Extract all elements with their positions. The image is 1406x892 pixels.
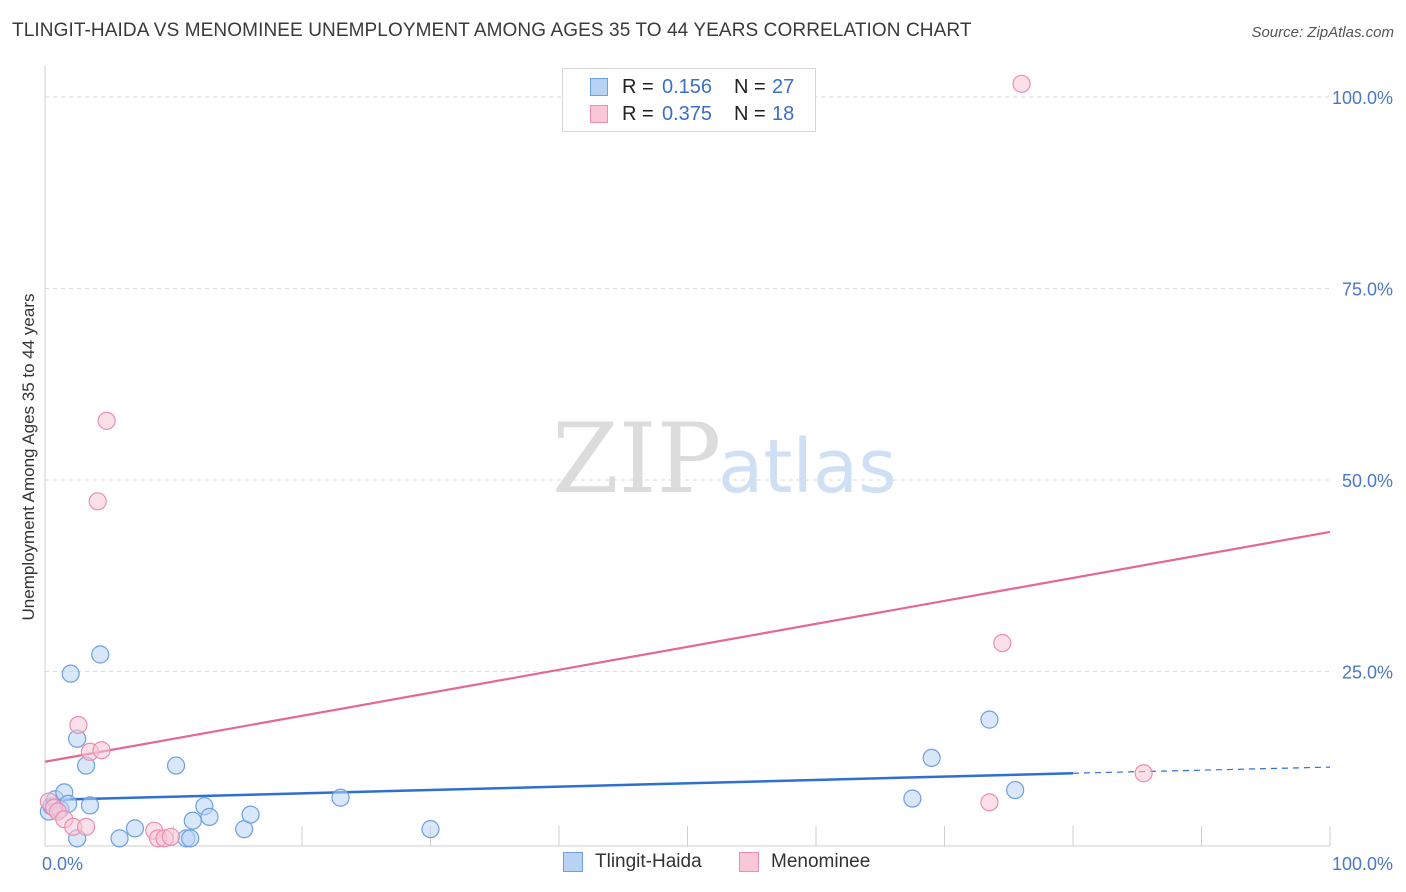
gridlines	[45, 96, 1330, 672]
menominee-point	[980, 793, 999, 812]
legend-n-value: 27	[772, 75, 795, 98]
menominee-point	[1012, 74, 1031, 93]
tlingit-point	[125, 819, 145, 838]
menominee-point	[97, 411, 116, 430]
legend-label-menominee: Menominee	[771, 851, 871, 872]
tlingit-point	[91, 645, 110, 664]
tlingit-point	[166, 756, 186, 775]
source-label: Source: ZipAtlas.com	[1251, 24, 1394, 41]
correlation-legend: R = 0.156 N = 27 R = 0.375 N = 18	[562, 68, 816, 132]
y-tick-label: 100.0%	[1332, 88, 1393, 108]
menominee-point	[77, 817, 96, 836]
tlingit-point	[331, 788, 350, 807]
menominee-trend-line	[44, 530, 1331, 763]
y-tick-label: 50.0%	[1342, 471, 1393, 491]
menominee-point	[161, 827, 181, 846]
watermark-atlas: atlas	[718, 424, 897, 510]
legend-row-menominee: R = 0.375 N = 18	[563, 101, 794, 127]
menominee-point	[88, 492, 107, 511]
legend-label-tlingit: Tlingit-Haida	[595, 851, 702, 872]
legend-r-label: R =	[622, 75, 654, 98]
watermark-zip: ZIP	[552, 403, 721, 515]
data-points	[39, 74, 1153, 848]
x-tick-label: 0.0%	[42, 854, 83, 874]
legend-n-label: N =	[734, 75, 766, 98]
legend-r-value: 0.375	[662, 102, 713, 125]
menominee-point	[92, 741, 111, 760]
legend-item-menominee: Menominee	[739, 851, 870, 873]
menominee-point	[1134, 764, 1153, 783]
tlingit-trend-line	[44, 771, 1074, 802]
axes	[44, 66, 1331, 847]
menominee-point	[69, 715, 88, 735]
y-axis-label: Unemployment Among Ages 35 to 44 years	[19, 294, 38, 621]
tlingit-legend-swatch	[563, 852, 583, 872]
legend-r-label: R =	[622, 102, 654, 125]
tlingit-point	[183, 811, 202, 830]
chart-title: TLINGIT-HAIDA VS MENOMINEE UNEMPLOYMENT …	[12, 20, 972, 41]
tlingit-point	[922, 748, 941, 768]
tlingit-point	[421, 820, 440, 839]
legend-n-label: N =	[734, 102, 766, 125]
tlingit-point	[1006, 780, 1025, 800]
tick-labels: 25.0% 50.0% 75.0% 100.0% 0.0% 100.0%	[42, 88, 1393, 874]
menominee-point	[993, 633, 1012, 653]
tlingit-point	[903, 789, 922, 808]
series-legend: Tlingit-Haida Menominee	[0, 851, 1406, 879]
legend-r-value: 0.156	[662, 75, 713, 98]
menominee-legend-swatch	[739, 852, 759, 872]
tlingit-trend-extension	[1072, 766, 1331, 774]
legend-item-tlingit: Tlingit-Haida	[563, 851, 702, 873]
tlingit-point	[61, 664, 80, 683]
watermark: ZIP atlas	[552, 403, 897, 515]
tlingit-swatch	[590, 78, 608, 96]
tlingit-point	[110, 829, 129, 848]
y-tick-label: 75.0%	[1342, 280, 1393, 300]
legend-n-value: 18	[772, 102, 795, 125]
x-tick-label: 100.0%	[1332, 854, 1393, 874]
tlingit-point	[181, 829, 200, 848]
menominee-swatch	[590, 105, 608, 123]
tlingit-point	[241, 805, 260, 824]
tlingit-point	[80, 796, 100, 815]
y-tick-label: 25.0%	[1342, 663, 1393, 683]
legend-row-tlingit: R = 0.156 N = 27	[563, 74, 794, 100]
trend-lines	[44, 530, 1331, 802]
tlingit-point	[980, 710, 999, 729]
tlingit-point	[200, 807, 219, 826]
